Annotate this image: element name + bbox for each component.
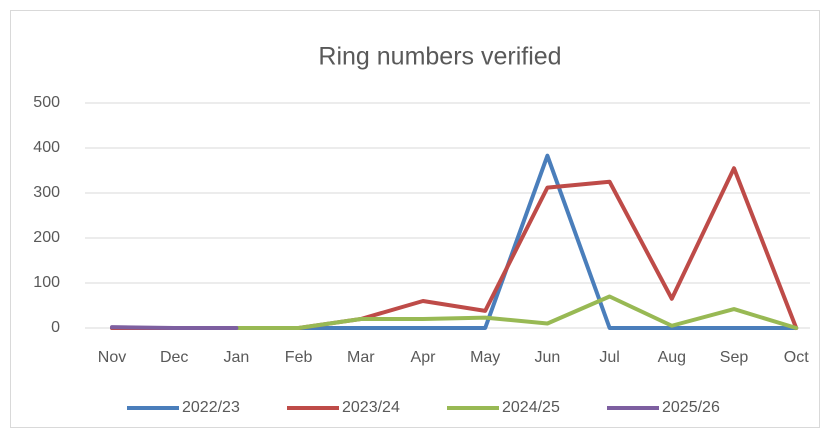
y-tick-label: 100: [33, 274, 60, 291]
x-tick-label: Nov: [98, 349, 126, 366]
y-tick-label: 200: [33, 229, 60, 246]
legend-label: 2022/23: [182, 399, 240, 416]
chart-title: Ring numbers verified: [318, 43, 561, 71]
x-tick-label: Jul: [599, 349, 619, 366]
x-tick-label: Sep: [720, 349, 749, 366]
chart-frame: [10, 10, 820, 428]
x-tick-label: Feb: [285, 349, 313, 366]
y-tick-label: 300: [33, 184, 60, 201]
x-tick-label: Jan: [224, 349, 250, 366]
y-tick-label: 500: [33, 94, 60, 111]
legend-label: 2025/26: [662, 399, 720, 416]
x-tick-label: Aug: [658, 349, 686, 366]
y-tick-label: 0: [51, 319, 60, 336]
y-tick-label: 400: [33, 139, 60, 156]
x-tick-label: Dec: [160, 349, 188, 366]
legend-label: 2023/24: [342, 399, 400, 416]
x-tick-label: Oct: [784, 349, 809, 366]
series-line: [110, 325, 239, 330]
legend-label: 2024/25: [502, 399, 560, 416]
x-tick-label: Mar: [347, 349, 375, 366]
x-tick-label: May: [470, 349, 500, 366]
x-tick-label: Apr: [411, 349, 437, 366]
series-line: [234, 294, 799, 330]
x-tick-label: Jun: [535, 349, 561, 366]
